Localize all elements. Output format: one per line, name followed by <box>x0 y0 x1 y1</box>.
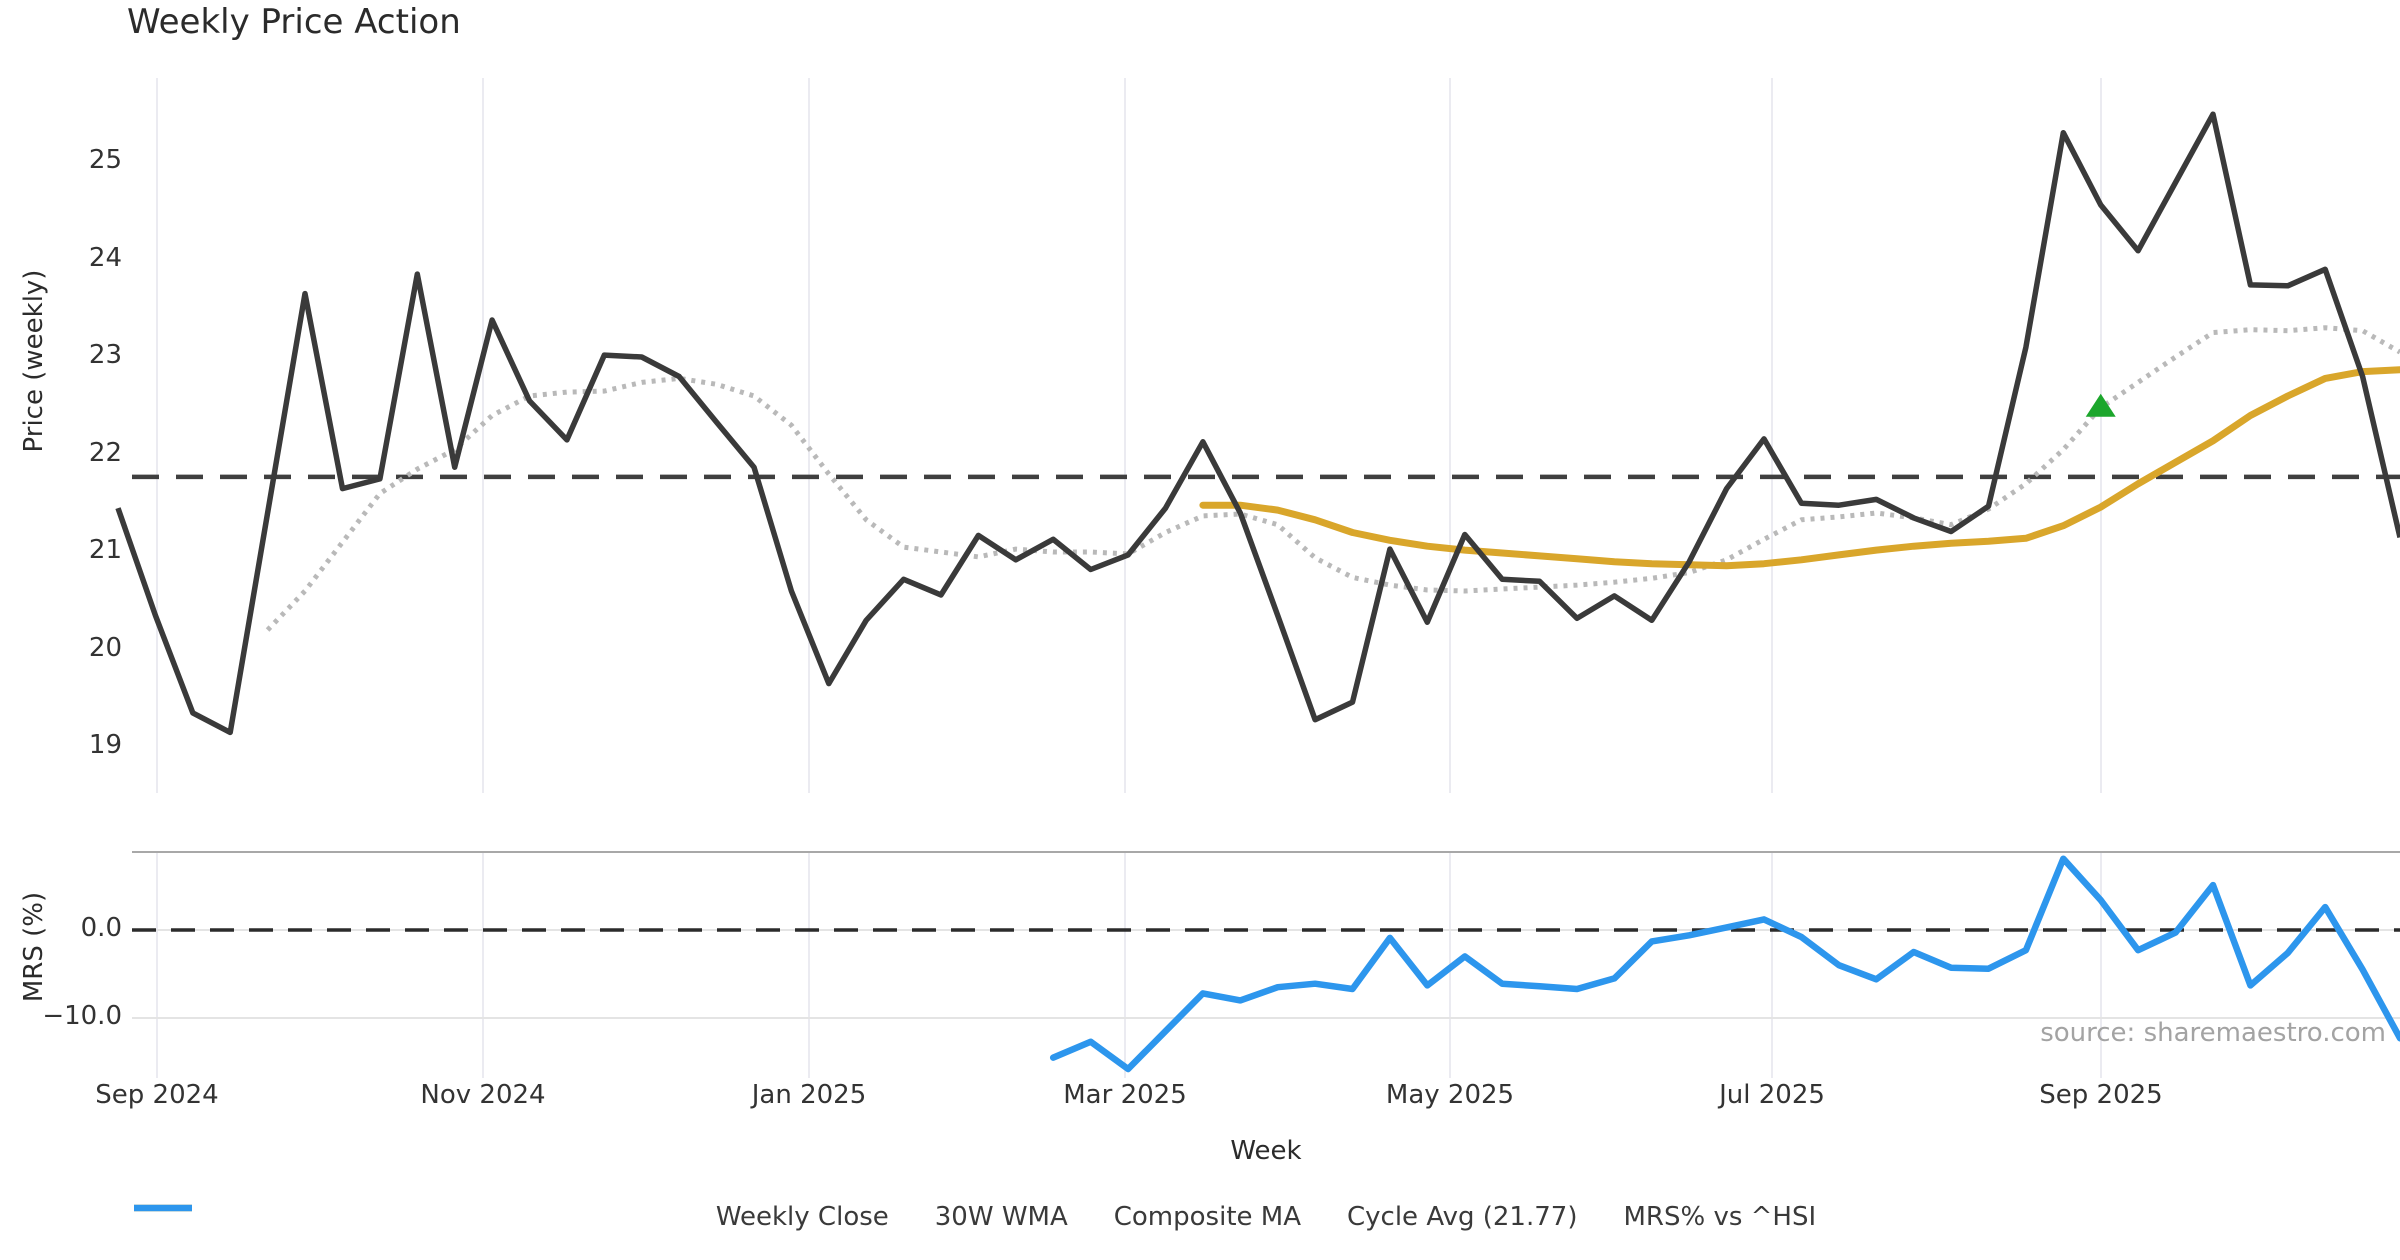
price-tick-24: 24 <box>88 242 122 273</box>
weekly-close-line <box>115 111 2400 736</box>
composite-ma-line <box>265 325 2400 632</box>
month-tick-mar-2025: Mar 2025 <box>1063 1080 1187 1110</box>
month-tick-nov-2024: Nov 2024 <box>420 1080 546 1110</box>
price-tick-23: 23 <box>88 340 122 370</box>
buy-signal-marker <box>2085 393 2116 417</box>
legend: Weekly Close 30W WMA Composite MA Cycle Avg… <box>132 1202 2400 1232</box>
chart-title: Weekly Price Action <box>127 2 461 42</box>
legend-label-mrs-hsi: MRS% vs ^HSI <box>1623 1202 1817 1232</box>
price-tick-20: 20 <box>88 632 122 663</box>
legend-label-weekly-close: Weekly Close <box>715 1202 889 1232</box>
x-axis-label: Week <box>1230 1136 1302 1166</box>
price-tick-19: 19 <box>88 730 122 760</box>
month-tick-sep-2024: Sep 2024 <box>95 1080 219 1110</box>
legend-item-mrs-hsi: MRS% vs ^HSI <box>134 1202 1817 1232</box>
month-tick-may-2025: May 2025 <box>1385 1080 1515 1110</box>
mrs-tick-0: 0.0 <box>80 913 122 943</box>
legend-item-composite-ma: Composite MA <box>134 1202 1301 1232</box>
legend-label-cycle-avg: Cycle Avg (21.77) <box>1347 1202 1578 1232</box>
price-tick-22: 22 <box>88 437 122 468</box>
mrs-line <box>1049 855 2400 1073</box>
month-tick-jan-2025: Jan 2025 <box>751 1080 867 1110</box>
legend-item-wma-30w: 30W WMA <box>134 1202 1068 1232</box>
month-tick-sep-2025: Sep 2025 <box>2039 1080 2163 1110</box>
legend-label-wma-30w: 30W WMA <box>934 1202 1068 1232</box>
legend-item-weekly-close: Weekly Close <box>134 1202 889 1232</box>
legend-swatch-mrs-hsi <box>134 1204 192 1212</box>
wma-line <box>1199 366 2400 570</box>
legend-label-composite-ma: Composite MA <box>1113 1202 1301 1232</box>
source-credit: source: sharemaestro.com <box>2040 1018 2386 1048</box>
legend-item-cycle-avg: Cycle Avg (21.77) <box>134 1202 1578 1232</box>
mrs-tick--10: −10.0 <box>42 1001 122 1031</box>
month-tick-jul-2025: Jul 2025 <box>1719 1080 1825 1110</box>
price-tick-25: 25 <box>88 145 122 175</box>
price-tick-21: 21 <box>88 535 122 565</box>
